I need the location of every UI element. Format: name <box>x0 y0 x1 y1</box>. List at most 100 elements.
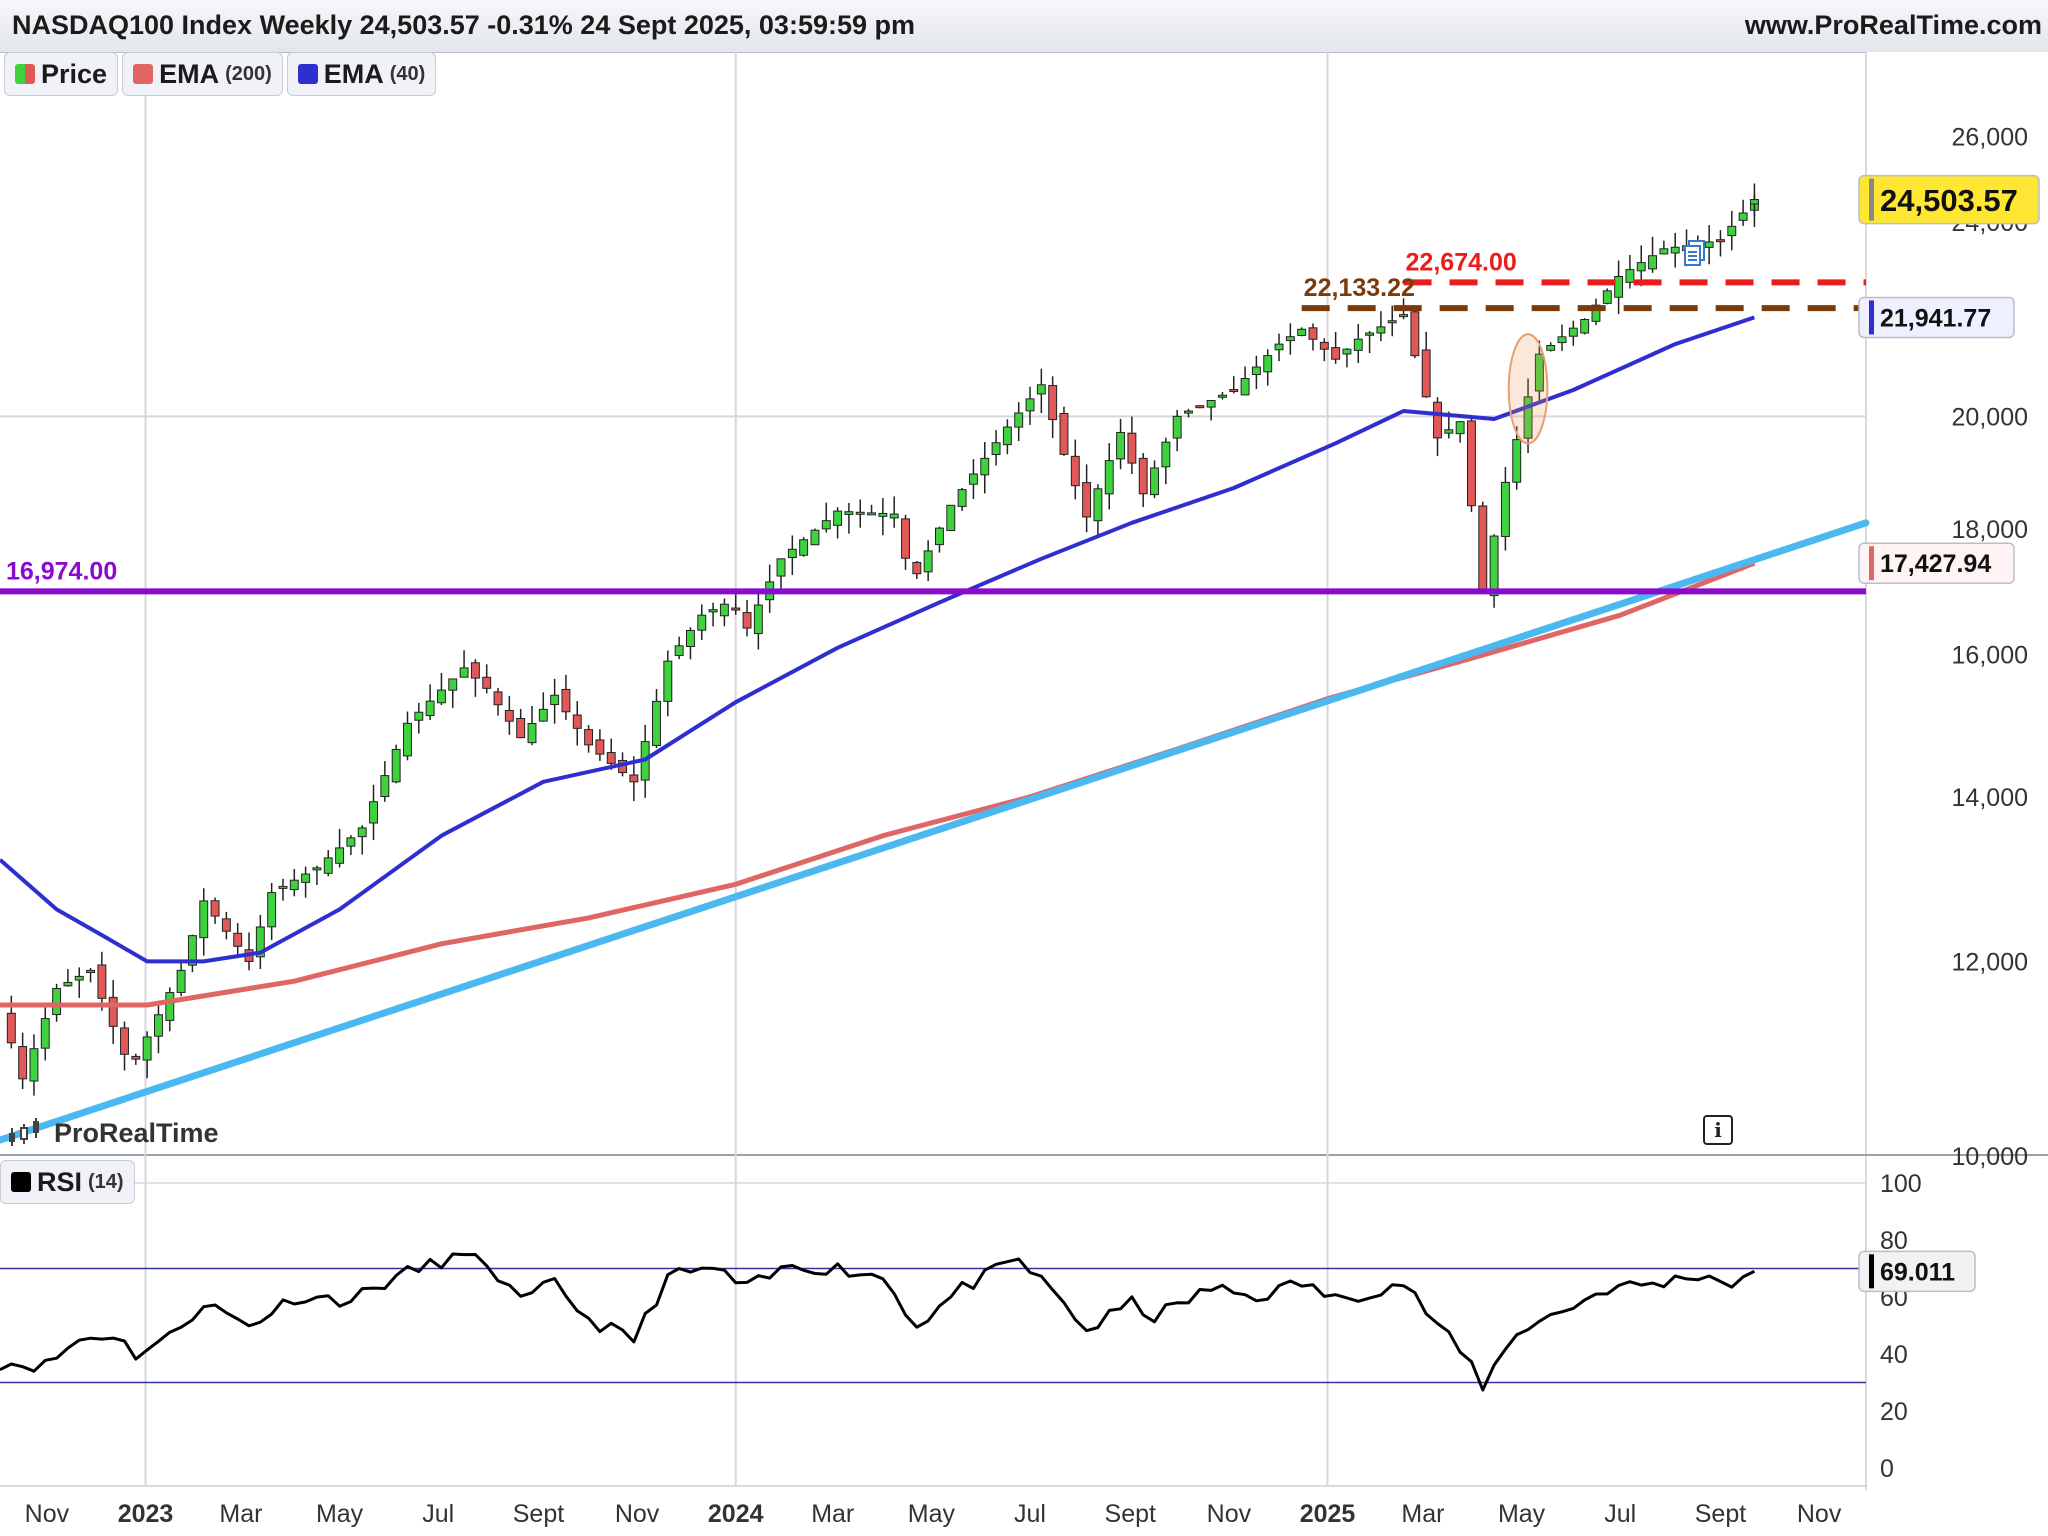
x-tick-label: Jul <box>422 1500 454 1528</box>
candle-down <box>1059 412 1069 455</box>
legend-rsi[interactable]: RSI (14) <box>0 1160 135 1204</box>
candle-up <box>946 504 956 531</box>
candle-up <box>1217 394 1227 398</box>
candle-up <box>1116 431 1126 460</box>
candle-up <box>991 442 1001 456</box>
candle-down <box>1048 385 1058 421</box>
candle-down <box>561 688 571 713</box>
price-tick-label: 16,000 <box>1952 641 2028 669</box>
candle-down <box>482 676 492 689</box>
price-tick-label: 26,000 <box>1952 123 2028 151</box>
candle-up <box>1150 467 1159 496</box>
x-tick-label: May <box>908 1500 956 1528</box>
candle-down <box>1138 457 1148 495</box>
resistance-22133-label: 22,133.22 <box>1304 274 1415 302</box>
ema200-line <box>0 560 1756 1008</box>
candle-up <box>391 748 401 783</box>
candle-down <box>1308 327 1318 340</box>
candle-up <box>154 1014 163 1037</box>
rsi-badge-marker <box>1869 1254 1874 1289</box>
candle-up <box>787 548 797 559</box>
candle-up <box>142 1036 152 1061</box>
legend-ema40[interactable]: EMA (40) <box>286 52 437 96</box>
candle-up <box>380 775 390 798</box>
candle-up <box>369 801 378 824</box>
candle-up <box>1399 314 1409 318</box>
trendline <box>0 519 1870 1144</box>
candle-up <box>980 457 990 476</box>
candle-up <box>810 529 820 546</box>
candle-up <box>1534 353 1544 392</box>
legend-price[interactable]: Price <box>4 52 119 96</box>
candle-up <box>1648 255 1658 270</box>
rsi-tick-label: 40 <box>1880 1341 1908 1369</box>
candle-up <box>674 645 684 656</box>
candle-up <box>1568 327 1578 337</box>
ema200-badge-box <box>1858 542 2015 584</box>
candle-down <box>1433 401 1442 439</box>
rsi-badge-text: 69.011 <box>1880 1258 1955 1286</box>
x-tick-label: Nov <box>1797 1500 1842 1528</box>
legend-ema200-period: (200) <box>225 62 272 85</box>
price-tick-label: 12,000 <box>1952 948 2028 976</box>
x-tick-label: Sept <box>1105 1500 1156 1528</box>
candle-down <box>584 729 594 746</box>
price-legend: Price EMA (200) EMA (40) <box>4 52 437 96</box>
candle-up <box>708 609 718 613</box>
candle-up <box>1093 488 1103 522</box>
candle-up <box>448 678 458 691</box>
candle-down <box>493 691 503 706</box>
candle-down <box>221 918 231 932</box>
x-tick-label: Sept <box>1695 1500 1746 1528</box>
candle-down <box>1082 482 1092 518</box>
candle-down <box>233 932 243 947</box>
candle-up <box>1591 304 1601 322</box>
candle-down <box>1195 405 1205 409</box>
candle-up <box>1727 225 1737 237</box>
candle-up <box>335 847 345 864</box>
candle-up <box>301 873 311 883</box>
candle-up <box>74 975 84 981</box>
candle-down <box>504 710 514 722</box>
ema40-badge: 21,941.77 <box>1858 296 2015 339</box>
site-link[interactable]: www.ProRealTime.com <box>1744 10 2042 40</box>
resistance-22674-label: 22,674.00 <box>1406 248 1517 276</box>
x-tick-label: Sept <box>513 1500 564 1528</box>
notes-icon[interactable] <box>1684 240 1706 266</box>
legend-ema200[interactable]: EMA (200) <box>122 52 283 96</box>
candle-up <box>1353 338 1363 351</box>
rsi-tick-label: 80 <box>1880 1227 1908 1255</box>
candle-up <box>1580 318 1590 334</box>
candle-up <box>855 511 865 515</box>
x-tick-label: Mar <box>811 1500 854 1528</box>
candle-up <box>1444 429 1454 434</box>
candle-up <box>1036 384 1046 395</box>
candle-up <box>1512 439 1522 483</box>
candle-up <box>538 708 548 722</box>
candle-down <box>97 964 107 999</box>
candle-down <box>516 717 526 739</box>
candle-up <box>459 667 469 678</box>
ema40-badge-marker <box>1869 300 1874 335</box>
rsi-tick-label: 20 <box>1880 1398 1908 1426</box>
rsi-swatch-icon <box>11 1172 31 1192</box>
rsi-badge: 69.011 <box>1858 1250 1976 1293</box>
candle-up <box>1489 535 1499 597</box>
candle-down <box>1716 239 1725 243</box>
candle-down <box>1127 432 1137 464</box>
last-price-badge-text: 24,503.57 <box>1880 183 2018 218</box>
info-icon[interactable]: i <box>1703 1115 1733 1145</box>
rsi-legend: RSI (14) <box>0 1160 135 1204</box>
candle-up <box>1161 441 1171 468</box>
x-tick-label: 2023 <box>118 1500 174 1528</box>
candle-down <box>470 662 480 679</box>
candle-down <box>1421 349 1431 398</box>
candle-up <box>1002 426 1012 446</box>
candle-up <box>1602 290 1612 304</box>
candle-down <box>1466 420 1476 507</box>
rsi-tick-label: 0 <box>1880 1455 1894 1483</box>
x-tick-label: 2024 <box>708 1500 764 1528</box>
candle-up <box>323 857 333 874</box>
candle-up <box>1376 326 1386 334</box>
